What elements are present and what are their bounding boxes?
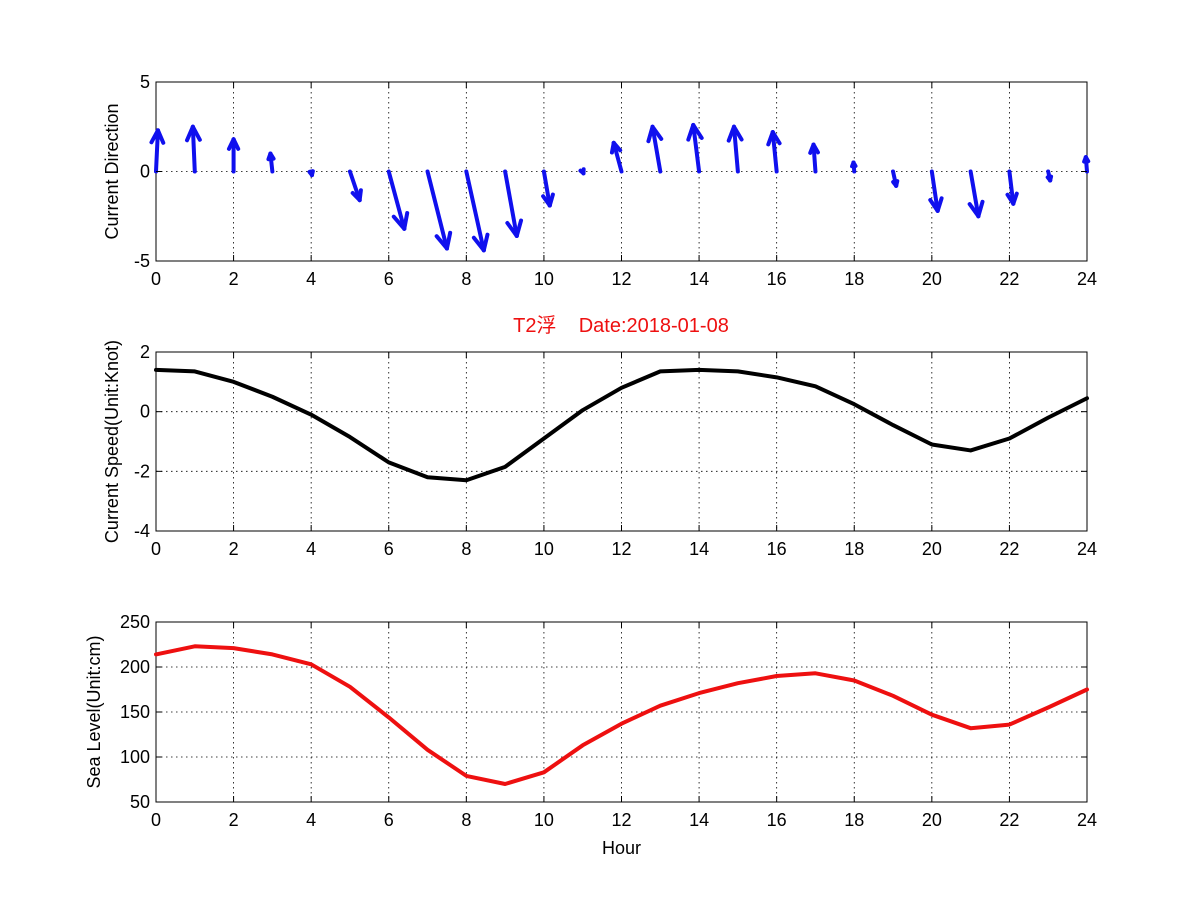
x-tick-label: 14 bbox=[689, 539, 709, 559]
quiver-arrow bbox=[928, 169, 944, 213]
x-tick-label: 0 bbox=[151, 539, 161, 559]
y-tick-label: 150 bbox=[120, 702, 150, 722]
quiver-arrow bbox=[1045, 169, 1054, 183]
x-tick-label: 2 bbox=[229, 269, 239, 289]
y-tick-label: 100 bbox=[120, 747, 150, 767]
quiver-arrow bbox=[726, 124, 744, 174]
x-tick-label: 20 bbox=[922, 810, 942, 830]
x-tick-label: 22 bbox=[999, 810, 1019, 830]
x-tick-label: 18 bbox=[844, 539, 864, 559]
grid bbox=[156, 622, 1087, 802]
x-tick-label: 24 bbox=[1077, 269, 1097, 289]
x-tick-label: 4 bbox=[306, 539, 316, 559]
quiver-arrow bbox=[541, 169, 555, 208]
x-tick-label: 22 bbox=[999, 269, 1019, 289]
quiver-arrow bbox=[578, 167, 586, 176]
x-tick-label: 6 bbox=[384, 810, 394, 830]
x-tick-label: 24 bbox=[1077, 539, 1097, 559]
quiver-arrows bbox=[149, 122, 1091, 253]
chart-title: T2浮 Date:2018-01-08 bbox=[513, 314, 729, 337]
quiver-arrow bbox=[967, 169, 985, 219]
x-tick-label: 14 bbox=[689, 810, 709, 830]
x-tick-label: 0 bbox=[151, 810, 161, 830]
quiver-arrow bbox=[766, 130, 782, 174]
x-tick-label: 10 bbox=[534, 810, 554, 830]
y-tick-label: 50 bbox=[130, 792, 150, 812]
y-tick-label: 2 bbox=[140, 342, 150, 362]
x-tick-label: 20 bbox=[922, 269, 942, 289]
x-tick-label: 8 bbox=[461, 810, 471, 830]
quiver-arrow bbox=[503, 169, 524, 238]
plot-area bbox=[155, 351, 1088, 532]
quiver-arrow bbox=[226, 137, 241, 174]
x-tick-label: 2 bbox=[229, 539, 239, 559]
series-line bbox=[154, 644, 1089, 786]
x-tick-label: 4 bbox=[306, 810, 316, 830]
x-tick-label: 12 bbox=[611, 269, 631, 289]
y-tick-label: 5 bbox=[140, 72, 150, 92]
x-tick-label: 12 bbox=[611, 539, 631, 559]
y-tick-label: 0 bbox=[140, 162, 150, 182]
x-axis-label: Hour bbox=[602, 838, 641, 858]
y-tick-label: 0 bbox=[140, 402, 150, 422]
x-tick-label: 0 bbox=[151, 269, 161, 289]
current-direction-plot: 0 2 4 6 8 10 12 14 16 18 20 22 24 -505 Current Direc… bbox=[102, 72, 1097, 289]
y-tick-label: -2 bbox=[134, 461, 150, 481]
x-tick-label: 18 bbox=[844, 269, 864, 289]
quiver-arrow bbox=[464, 169, 490, 253]
x-tick-label: 6 bbox=[384, 539, 394, 559]
y-tick-label: 200 bbox=[120, 657, 150, 677]
y-tick-label: -5 bbox=[134, 251, 150, 271]
y-tick-labels: -4 -2 0 2 bbox=[134, 342, 1087, 541]
x-tick-labels: 0 2 4 6 8 10 12 14 16 18 20 22 24 bbox=[151, 352, 1097, 559]
x-tick-label: 4 bbox=[306, 269, 316, 289]
quiver-arrow bbox=[646, 124, 664, 174]
x-tick-label: 16 bbox=[767, 539, 787, 559]
x-tick-label: 18 bbox=[844, 810, 864, 830]
quiver-arrow bbox=[891, 169, 900, 188]
x-tick-labels: 0 2 4 6 8 10 12 14 16 18 20 22 24 bbox=[151, 82, 1097, 289]
y-tick-labels: -5 0 5 bbox=[134, 72, 1087, 271]
y-axis-label: Sea Level(Unit:cm) bbox=[84, 635, 104, 788]
x-tick-label: 22 bbox=[999, 539, 1019, 559]
x-tick-label: 12 bbox=[611, 810, 631, 830]
quiver-arrow bbox=[850, 160, 858, 174]
y-tick-labels: 50 100 150 200 250 bbox=[120, 612, 1087, 812]
x-tick-label: 10 bbox=[534, 539, 554, 559]
y-axis-label: Current Speed(Unit:Knot) bbox=[102, 340, 122, 543]
quiver-arrow bbox=[1005, 169, 1019, 206]
y-axis-label: Current Direction bbox=[102, 103, 122, 239]
quiver-arrow bbox=[185, 124, 202, 174]
x-tick-label: 8 bbox=[461, 269, 471, 289]
quiver-arrow bbox=[609, 140, 624, 174]
x-tick-label: 10 bbox=[534, 269, 554, 289]
x-tick-label: 24 bbox=[1077, 810, 1097, 830]
grid bbox=[156, 352, 1087, 531]
x-tick-label: 14 bbox=[689, 269, 709, 289]
sea-level-series bbox=[154, 644, 1089, 786]
current-speed-plot: 0 2 4 6 8 10 12 14 16 18 20 22 24 -4-202 Current Spe… bbox=[102, 340, 1097, 559]
x-tick-label: 8 bbox=[461, 539, 471, 559]
speed-series bbox=[154, 367, 1089, 483]
x-tick-label: 20 bbox=[922, 539, 942, 559]
series-line bbox=[154, 367, 1089, 483]
x-tick-labels: 0 2 4 6 8 10 12 14 16 18 20 22 24 bbox=[151, 622, 1097, 830]
quiver-arrow bbox=[425, 169, 453, 251]
quiver-arrow bbox=[1082, 155, 1091, 174]
quiver-arrow bbox=[808, 142, 820, 174]
y-tick-label: 250 bbox=[120, 612, 150, 632]
x-tick-label: 2 bbox=[229, 810, 239, 830]
x-tick-label: 16 bbox=[767, 810, 787, 830]
quiver-arrow bbox=[266, 151, 276, 174]
quiver-arrow bbox=[149, 128, 166, 174]
x-tick-label: 6 bbox=[384, 269, 394, 289]
quiver-arrow bbox=[307, 169, 315, 178]
quiver-arrow bbox=[686, 122, 704, 174]
x-tick-label: 16 bbox=[767, 269, 787, 289]
y-tick-label: -4 bbox=[134, 521, 150, 541]
quiver-arrow bbox=[347, 169, 363, 203]
quiver-arrow bbox=[386, 169, 410, 231]
